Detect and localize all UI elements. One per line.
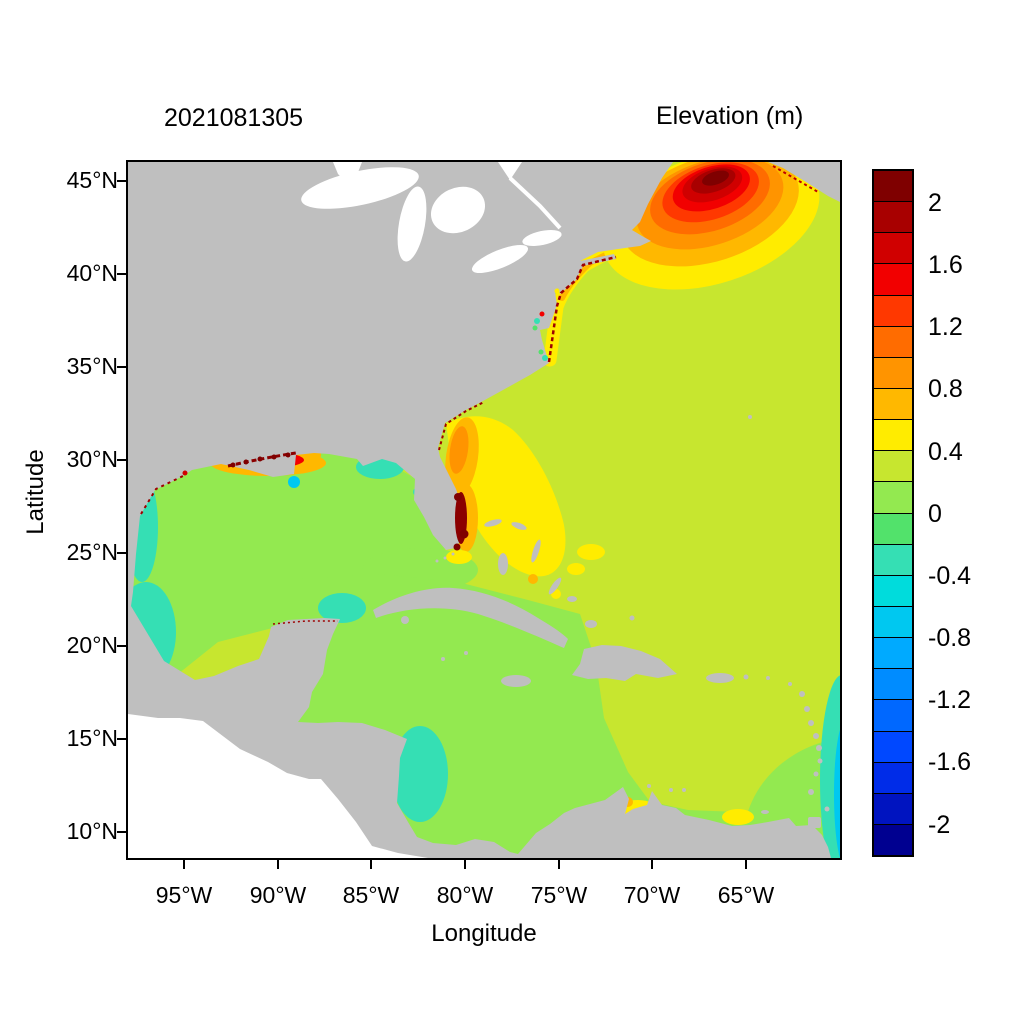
great-lakes [301, 162, 562, 273]
x-tick-label: 85°W [342, 882, 400, 908]
island-puerto-rico [706, 673, 734, 683]
colorbar-tick-label: 0.8 [928, 375, 963, 403]
colorbar-segment [874, 637, 912, 669]
y-tick [117, 831, 126, 833]
st-lawrence-estuary [498, 162, 522, 180]
y-tick-label: 25°N [66, 539, 118, 565]
colorbar-tick-label: 1.6 [928, 251, 963, 279]
y-tick [117, 552, 126, 554]
colorbar-tick-label: -1.2 [928, 686, 972, 714]
colorbar-segment [874, 823, 912, 856]
y-tick [117, 459, 126, 461]
colorbar-tick-label: -0.8 [928, 624, 972, 652]
colorbar-tick-label: 2 [928, 189, 942, 217]
colorbar-segments [874, 171, 912, 856]
st-lawrence-river [508, 176, 562, 230]
colorbar-segment [874, 387, 912, 420]
colorbar-tick-label: -0.4 [928, 562, 972, 590]
island-jamaica [501, 675, 531, 687]
x-tick [464, 860, 466, 869]
y-tick-label: 15°N [66, 725, 118, 751]
islands [322, 415, 830, 828]
pacific-ocean-mask [128, 714, 428, 858]
x-tick-label: 95°W [155, 882, 213, 908]
colorbar-tick-label: -1.6 [928, 748, 972, 776]
x-tick-label: 80°W [436, 882, 494, 908]
colorbar-segment [874, 699, 912, 731]
y-tick [117, 366, 126, 368]
y-tick [117, 738, 126, 740]
x-tick-label: 90°W [249, 882, 307, 908]
colorbar-segment [874, 574, 912, 606]
x-tick-label: 75°W [530, 882, 588, 908]
colorbar-segment [874, 792, 912, 824]
colorbar-segment [874, 481, 912, 513]
colorbar-segment [874, 450, 912, 482]
colorbar-segment [874, 232, 912, 264]
colorbar-segment [874, 263, 912, 295]
colorbar-tick-label: 0.4 [928, 438, 963, 466]
x-tick [277, 860, 279, 869]
james-bay [333, 162, 362, 188]
y-tick-label: 35°N [66, 353, 118, 379]
surge-map-svg [128, 162, 840, 858]
colorbar-segment [874, 543, 912, 575]
colorbar-segment [874, 171, 912, 202]
island-hispaniola [572, 645, 677, 681]
y-tick-label: 10°N [66, 818, 118, 844]
y-tick-label: 30°N [66, 446, 118, 472]
colorbar [872, 169, 914, 857]
colorbar-segment [874, 512, 912, 544]
colorbar-tick-label: 0 [928, 500, 942, 528]
island-cuba [373, 587, 568, 648]
louisiana-coast-specks [182, 452, 291, 476]
colorbar-segment [874, 730, 912, 762]
florida-east-coast-maximum [453, 492, 469, 551]
estuary-specks [532, 288, 560, 361]
land-mainland [128, 162, 840, 858]
coastal-maxima-fringes [140, 165, 819, 625]
y-tick [117, 273, 126, 275]
colorbar-title: Elevation (m) [656, 102, 804, 130]
colorbar-tick-label: 1.2 [928, 313, 963, 341]
x-tick-label: 70°W [623, 882, 681, 908]
land-nova-scotia [768, 162, 840, 202]
x-tick [745, 860, 747, 869]
x-axis-label: Longitude [431, 920, 537, 947]
timestamp-title: 2021081305 [164, 104, 304, 132]
y-tick-label: 40°N [66, 260, 118, 286]
colorbar-segment [874, 356, 912, 388]
y-tick-label: 45°N [66, 167, 118, 193]
x-tick-label: 65°W [717, 882, 775, 908]
y-tick-label: 20°N [66, 632, 118, 658]
colorbar-segment [874, 419, 912, 451]
colorbar-segment [874, 668, 912, 700]
x-tick [370, 860, 372, 869]
x-tick [558, 860, 560, 869]
y-tick [117, 180, 126, 182]
colorbar-tick-label: -2 [928, 811, 951, 839]
x-tick [183, 860, 185, 869]
map-plot-area [126, 160, 842, 860]
y-tick [117, 645, 126, 647]
colorbar-segment [874, 325, 912, 357]
colorbar-segment [874, 761, 912, 793]
colorbar-segment [874, 294, 912, 326]
colorbar-segment [874, 201, 912, 233]
island-bermuda [748, 415, 752, 419]
island-trinidad [808, 817, 821, 828]
colorbar-segment [874, 605, 912, 638]
x-tick [651, 860, 653, 869]
